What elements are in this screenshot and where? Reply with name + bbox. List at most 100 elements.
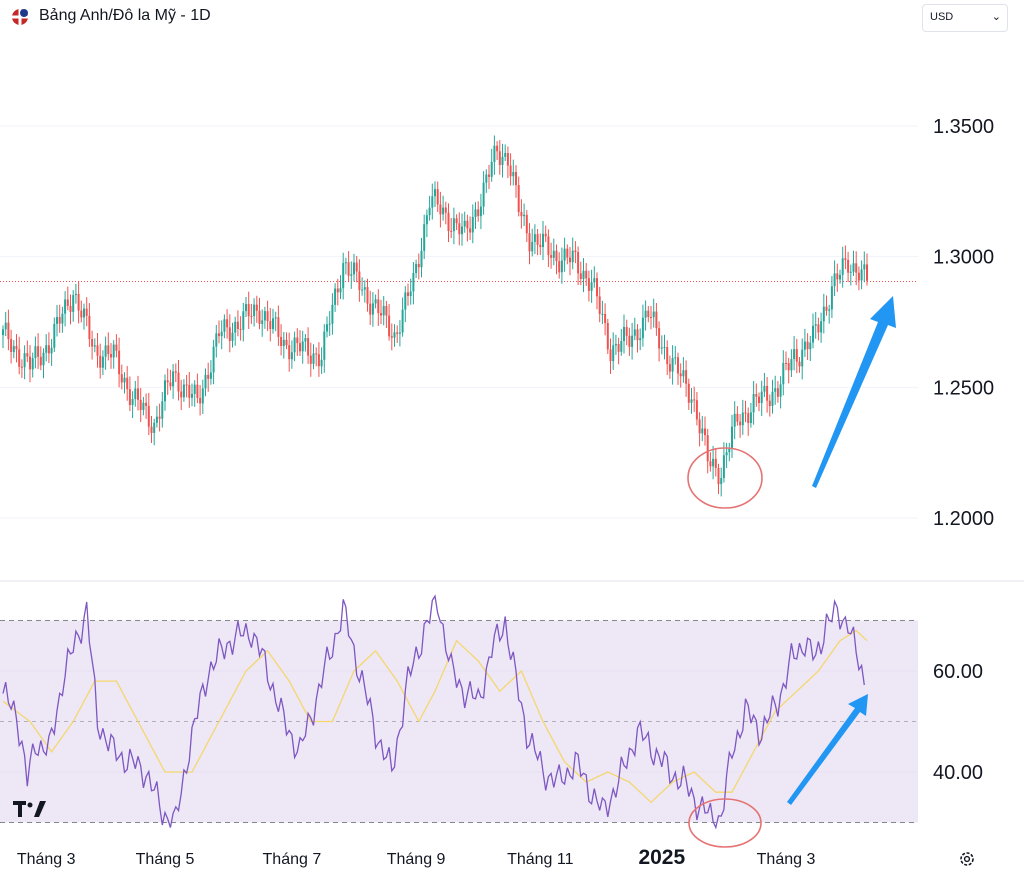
- candle: [558, 252, 561, 279]
- candle: [466, 214, 469, 242]
- candle: [83, 303, 85, 330]
- candle: [485, 169, 488, 193]
- candle: [253, 298, 256, 327]
- candle: [272, 308, 274, 334]
- candle: [498, 140, 501, 175]
- candle: [53, 317, 56, 352]
- candle: [64, 291, 67, 327]
- candle: [488, 164, 490, 190]
- candle: [560, 247, 563, 284]
- candle: [20, 359, 23, 378]
- candle: [174, 363, 177, 383]
- candle: [552, 238, 555, 266]
- time-axis: Tháng 3 Tháng 5 Tháng 7 Tháng 9 Tháng 11 2025…: [17, 846, 816, 869]
- candle: [155, 405, 158, 428]
- candle: [668, 355, 671, 379]
- candle: [96, 332, 99, 368]
- candle: [417, 253, 420, 280]
- candle: [825, 295, 828, 316]
- candle: [593, 266, 596, 288]
- price-up-arrow: [812, 296, 896, 488]
- candle: [731, 414, 733, 459]
- candle: [506, 146, 509, 179]
- candle: [571, 237, 574, 270]
- rsi-line: [2, 594, 865, 830]
- candle: [587, 270, 590, 302]
- candle: [698, 412, 701, 447]
- candle: [633, 317, 636, 341]
- candle: [269, 308, 272, 342]
- candle: [185, 374, 188, 398]
- currency-select[interactable]: USD ⌄: [922, 4, 1008, 32]
- candle: [137, 375, 139, 411]
- candle: [191, 383, 193, 407]
- candle: [512, 159, 515, 186]
- candle: [326, 316, 328, 338]
- candle: [458, 212, 461, 246]
- candle: [844, 245, 847, 270]
- candle: [806, 333, 809, 360]
- candle: [266, 300, 269, 332]
- candle: [752, 380, 755, 425]
- candle: [641, 304, 644, 347]
- candle: [525, 210, 528, 242]
- candle: [47, 332, 50, 364]
- candle: [396, 325, 399, 344]
- candle: [768, 394, 771, 417]
- candle: [39, 346, 42, 371]
- candle: [93, 338, 96, 353]
- candle: [463, 211, 466, 233]
- candle: [334, 283, 337, 312]
- candle: [145, 393, 148, 419]
- candle: [328, 310, 331, 336]
- candle: [207, 362, 210, 392]
- candle: [744, 400, 747, 423]
- candle: [223, 314, 226, 339]
- candle: [569, 247, 571, 276]
- candle: [91, 330, 94, 360]
- candle: [7, 309, 10, 351]
- candle: [288, 332, 291, 372]
- candle: [536, 229, 539, 256]
- candle: [42, 348, 45, 379]
- candle: [123, 372, 126, 394]
- candle: [523, 203, 526, 227]
- candle: [701, 416, 704, 442]
- candle: [110, 343, 112, 369]
- candle: [250, 303, 253, 324]
- candle: [177, 359, 180, 401]
- candle: [128, 376, 131, 412]
- candle: [839, 269, 841, 284]
- candle: [126, 366, 129, 401]
- candle: [623, 314, 625, 354]
- candle: [23, 345, 26, 380]
- candle: [736, 406, 739, 426]
- candle: [685, 360, 688, 397]
- candle: [301, 330, 304, 364]
- candle: [812, 313, 814, 349]
- candle: [393, 324, 396, 347]
- candle: [482, 171, 485, 215]
- candle: [245, 297, 247, 318]
- candle: [347, 251, 350, 283]
- currency-value: USD: [930, 11, 954, 23]
- candle: [180, 379, 183, 411]
- candle: [617, 337, 620, 365]
- candle: [299, 330, 301, 357]
- candle: [793, 336, 796, 371]
- candle: [579, 261, 582, 286]
- candle: [312, 344, 315, 370]
- candle: [733, 401, 736, 440]
- gear-icon[interactable]: [956, 848, 978, 870]
- candle: [609, 338, 612, 374]
- candle: [755, 383, 758, 407]
- candle: [350, 261, 353, 289]
- candle: [841, 246, 844, 288]
- candle: [539, 233, 542, 256]
- chart-header: Bảng Anh/Đô la Mỹ - 1D USD ⌄: [0, 0, 1024, 34]
- candle: [833, 260, 836, 297]
- candle: [814, 312, 817, 339]
- candle: [709, 452, 712, 472]
- candle: [371, 292, 374, 327]
